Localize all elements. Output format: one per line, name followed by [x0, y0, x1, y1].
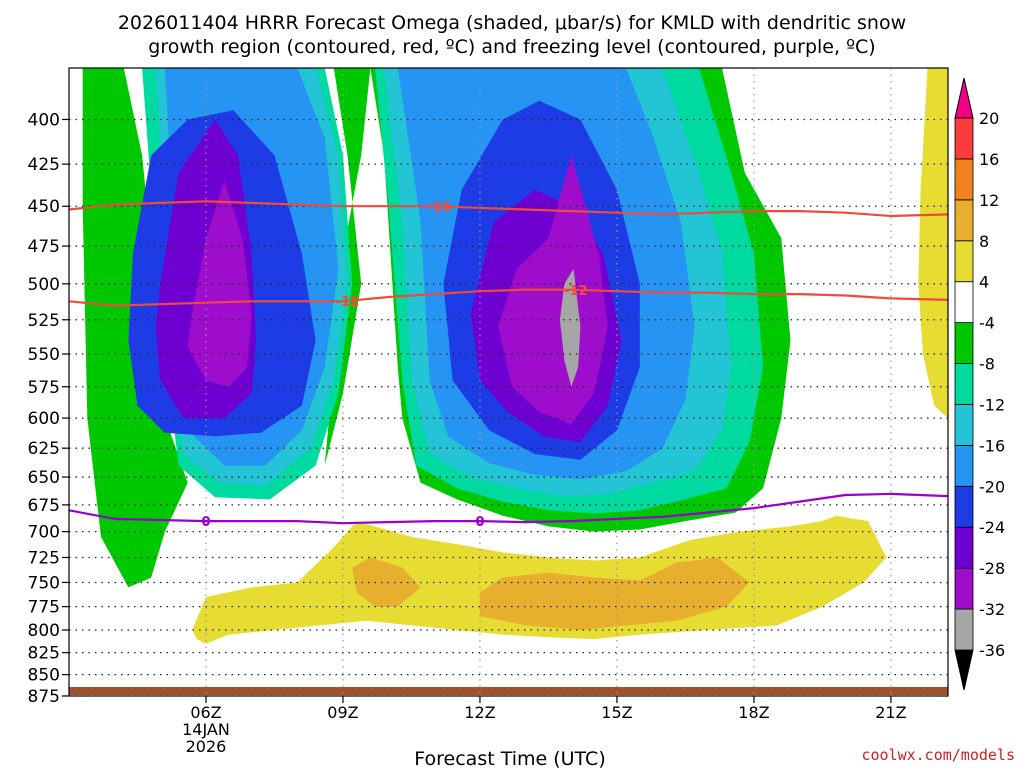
x-tick-date-label: 14JAN	[182, 720, 230, 739]
y-tick-label: 825	[28, 644, 60, 664]
colorbar-swatch	[954, 199, 974, 242]
chart-title-line-2: growth region (contoured, red, ºC) and f…	[148, 36, 875, 58]
y-tick-label: 600	[28, 409, 60, 429]
x-tick-label: 12Z	[464, 703, 495, 722]
y-tick-label: 725	[28, 548, 60, 568]
colorbar-label: 8	[979, 232, 989, 251]
colorbar-min-triangle	[954, 649, 974, 691]
colorbar-swatch	[954, 281, 974, 324]
y-tick-label: 550	[28, 345, 60, 365]
ground-strip	[69, 687, 948, 695]
y-tick-label: 400	[28, 110, 60, 130]
y-tick-label: 525	[28, 311, 60, 331]
plot-grid	[69, 68, 948, 696]
colorbar-label: 4	[979, 273, 989, 292]
colorbar-label: -12	[979, 395, 1005, 414]
y-tick-label: 425	[28, 155, 60, 175]
y-tick-label: 675	[28, 496, 60, 516]
contour-0-c-freezing-level	[69, 492, 948, 525]
colorbar-swatch	[954, 158, 974, 201]
contour-label: -12	[336, 295, 360, 310]
contour--18-c-isotherm	[69, 200, 948, 218]
colorbar-label: -28	[979, 559, 1005, 578]
omega-region-core-right-4	[559, 268, 581, 387]
colorbar-label: 20	[979, 109, 999, 128]
y-tick-label: 700	[28, 523, 60, 543]
y-tick-label: 500	[28, 275, 60, 295]
colorbar-swatch	[954, 240, 974, 283]
contour-label: 0	[475, 515, 484, 530]
y-tick-label: 450	[28, 197, 60, 217]
footer-credit: coolwx.com/models	[861, 746, 1015, 764]
omega-region-ascent-mid-2	[480, 557, 750, 630]
colorbar-swatch	[954, 608, 974, 651]
y-tick-label: 775	[28, 598, 60, 618]
x-tick-year-label: 2026	[186, 737, 227, 756]
colorbar-label: -24	[979, 518, 1005, 537]
y-tick-label: 475	[28, 237, 60, 257]
y-tick-label: 625	[28, 439, 60, 459]
y-tick-label: 850	[28, 666, 60, 686]
colorbar-swatch	[954, 567, 974, 610]
colorbar-swatch	[954, 526, 974, 569]
colorbar-label: -16	[979, 436, 1005, 455]
colorbar-swatch	[954, 404, 974, 446]
y-tick-label: 650	[28, 468, 60, 488]
plot-frame	[68, 67, 949, 697]
colorbar-swatch	[954, 363, 974, 405]
y-axis: 400 425 450 475 500 525 550 575 600 625 650 675 700 7…	[28, 110, 69, 707]
colorbar: -36 -32 -28 -24 -20 -16 -12 -8 -4 4 8 12 16 20	[954, 77, 1005, 691]
omega-shading	[69, 68, 948, 696]
colorbar-swatch	[954, 444, 974, 487]
x-tick-label: 18Z	[738, 703, 769, 722]
contour--12-c-isotherm	[69, 288, 948, 307]
colorbar-label: -20	[979, 477, 1005, 496]
colorbar-swatch	[954, 322, 974, 364]
colorbar-label: -8	[979, 355, 995, 374]
y-tick-label: 875	[28, 687, 60, 707]
y-tick-label: 750	[28, 573, 60, 593]
colorbar-label: 16	[979, 150, 999, 169]
colorbar-swatch	[954, 117, 974, 160]
x-axis-title: Forecast Time (UTC)	[414, 748, 605, 768]
x-tick-label: 06Z	[190, 703, 221, 722]
x-tick-label: 21Z	[875, 703, 906, 722]
contour-label: 0	[201, 515, 210, 530]
x-tick-label: 15Z	[601, 703, 632, 722]
x-tick-label: 09Z	[327, 703, 358, 722]
temperature-contours: -18 -12 -12 0 0	[69, 200, 948, 530]
contour-label: -18	[427, 200, 451, 215]
colorbar-label: -36	[979, 641, 1005, 660]
colorbar-max-triangle	[954, 77, 974, 119]
contour-label: -12	[564, 284, 588, 299]
omega-region-ascent-mid	[352, 557, 421, 607]
colorbar-label: -32	[979, 600, 1005, 619]
y-tick-label: 800	[28, 621, 60, 641]
chart-title-line-1: 2026011404 HRRR Forecast Omega (shaded, …	[118, 12, 906, 34]
colorbar-swatch	[954, 485, 974, 528]
y-tick-label: 575	[28, 378, 60, 398]
colorbar-label: 12	[979, 191, 999, 210]
omega-region-ascent-right-edge	[918, 68, 948, 419]
colorbar-label: -4	[979, 314, 995, 333]
